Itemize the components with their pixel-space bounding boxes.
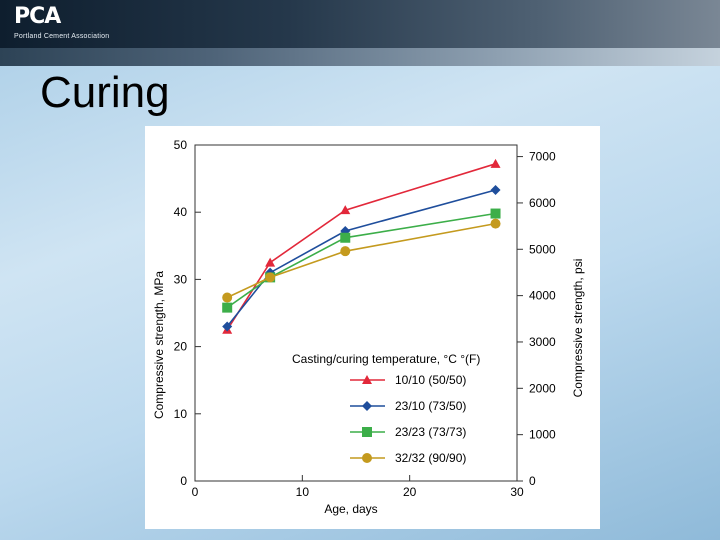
data-point xyxy=(222,321,233,332)
legend-marker xyxy=(362,401,372,411)
legend-title: Casting/curing temperature, °C °(F) xyxy=(292,352,480,366)
y-right-tick-label: 4000 xyxy=(529,289,556,303)
y-tick-label: 0 xyxy=(180,474,187,488)
data-point xyxy=(340,232,351,243)
x-tick-label: 30 xyxy=(510,485,524,499)
data-point xyxy=(340,246,351,257)
pca-logo: PCA Portland Cement Association xyxy=(14,4,109,41)
legend-marker xyxy=(362,427,372,437)
legend-label: 23/23 (73/73) xyxy=(395,425,466,439)
y-axis-label: Compressive strength, MPa xyxy=(152,271,166,419)
logo-subtitle: Portland Cement Association xyxy=(14,33,110,40)
data-point xyxy=(340,205,351,215)
y-right-tick-label: 0 xyxy=(529,474,536,488)
legend-label: 10/10 (50/50) xyxy=(395,373,466,387)
data-point xyxy=(222,302,233,313)
y-axis-right-label: Compressive strength, psi xyxy=(571,259,585,398)
series-line-1 xyxy=(226,163,496,331)
x-tick-label: 20 xyxy=(403,485,417,499)
y-tick-label: 30 xyxy=(174,272,188,286)
y-right-tick-label: 3000 xyxy=(529,335,556,349)
legend-marker xyxy=(362,375,372,384)
chart-series xyxy=(222,158,501,334)
slide-title: Curing xyxy=(40,68,170,117)
header-bar xyxy=(0,0,720,48)
series-line-2 xyxy=(226,189,496,327)
y-right-tick-label: 1000 xyxy=(529,428,556,442)
y-tick-label: 50 xyxy=(174,138,188,152)
y-tick-label: 10 xyxy=(174,407,188,421)
data-point xyxy=(222,292,233,303)
y-tick-label: 40 xyxy=(174,205,188,219)
series-line-3 xyxy=(226,212,496,309)
data-point xyxy=(490,185,501,196)
y-right-tick-label: 6000 xyxy=(529,196,556,210)
legend-label: 23/10 (73/50) xyxy=(395,399,466,413)
x-tick-label: 0 xyxy=(192,485,199,499)
data-point xyxy=(265,272,276,283)
series-line-4 xyxy=(226,222,496,299)
y-right-tick-label: 5000 xyxy=(529,242,556,256)
data-point xyxy=(490,218,501,229)
chart-panel: 0 10 20 30 0 10 20 30 40 50 0 1000 2000 3000 4000 5000 6… xyxy=(145,126,600,529)
y-right-tick-label: 7000 xyxy=(529,150,556,164)
strength-chart: 0 10 20 30 0 10 20 30 40 50 0 1000 2000 3000 4000 5000 6… xyxy=(152,138,585,516)
chart-legend: Casting/curing temperature, °C °(F) 10/10… xyxy=(292,352,480,465)
logo-mark: PCA xyxy=(14,4,61,29)
data-point xyxy=(490,208,501,219)
legend-marker xyxy=(362,453,372,463)
x-tick-label: 10 xyxy=(296,485,310,499)
header-stripe xyxy=(0,48,720,66)
plot-frame xyxy=(194,144,518,482)
legend-label: 32/32 (90/90) xyxy=(395,451,466,465)
x-axis-label: Age, days xyxy=(324,502,377,516)
data-point xyxy=(265,257,276,267)
data-point xyxy=(490,158,501,168)
chart-axes: 0 10 20 30 0 10 20 30 40 50 0 1000 2000 3000 4000 5000 6… xyxy=(174,138,556,499)
y-tick-label: 20 xyxy=(174,340,188,354)
y-right-tick-label: 2000 xyxy=(529,381,556,395)
